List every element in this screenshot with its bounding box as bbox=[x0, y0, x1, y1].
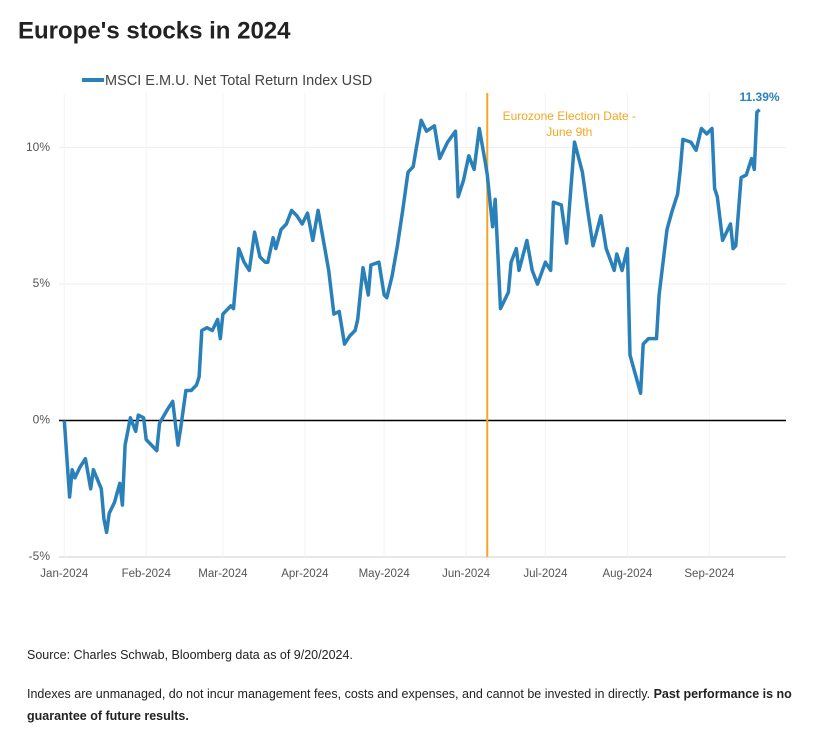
chart-title: Europe's stocks in 2024 bbox=[18, 17, 291, 44]
x-tick-label: Jun-2024 bbox=[442, 568, 491, 580]
note-emphasis: Past performance is no guarantee of futu… bbox=[27, 687, 792, 723]
x-tick-label: Jul-2024 bbox=[523, 568, 568, 580]
y-tick-label: 0% bbox=[33, 413, 51, 427]
x-tick-label: Jan-2024 bbox=[40, 568, 89, 580]
y-tick-label: 10% bbox=[26, 140, 50, 154]
annotation-text: June 9th bbox=[546, 125, 592, 139]
note: Indexes are unmanaged, do not incur mana… bbox=[27, 683, 832, 727]
annotation-text: Eurozone Election Date - bbox=[503, 109, 636, 123]
y-tick-label: -5% bbox=[29, 549, 51, 563]
x-tick-label: May-2024 bbox=[359, 568, 411, 580]
note-text: Indexes are unmanaged, do not incur mana… bbox=[27, 687, 651, 701]
series-line bbox=[62, 108, 761, 535]
x-tick-label: Sep-2024 bbox=[684, 568, 734, 580]
x-tick-label: Aug-2024 bbox=[602, 568, 652, 580]
y-tick-label: 5% bbox=[33, 276, 51, 290]
chart: Europe's stocks in 2024 -5% 0% 5% 10% Jan-20… bbox=[18, 17, 786, 580]
x-tick-label: Mar-2024 bbox=[198, 568, 248, 580]
value-label: 11.39% bbox=[740, 90, 780, 104]
x-tick-label: Feb-2024 bbox=[122, 568, 172, 580]
source: Source: Charles Schwab, Bloomberg data a… bbox=[27, 648, 353, 662]
x-tick-label: Apr-2024 bbox=[281, 568, 329, 580]
legend-label: MSCI E.M.U. Net Total Return Index USD bbox=[105, 73, 372, 89]
